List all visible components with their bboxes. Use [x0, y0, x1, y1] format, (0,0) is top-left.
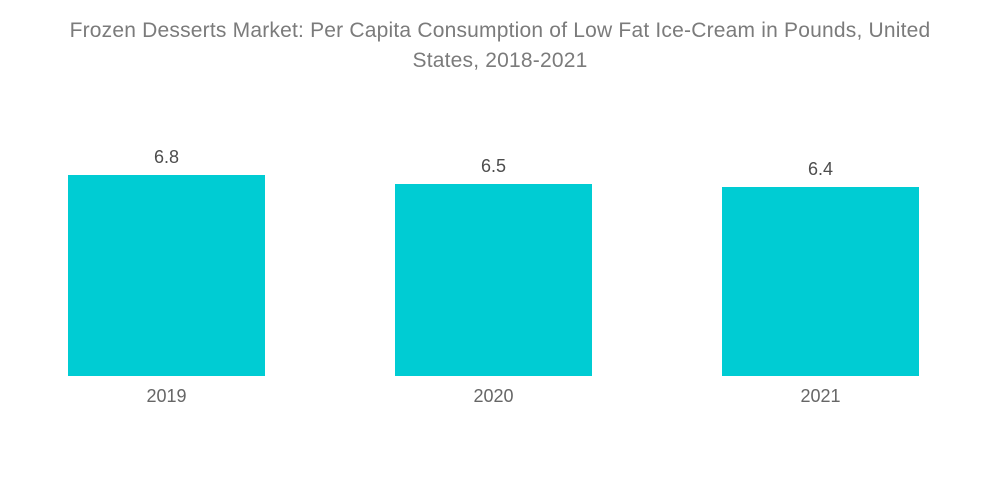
- chart-title: Frozen Desserts Market: Per Capita Consu…: [0, 16, 1000, 76]
- bar-2020: [395, 184, 592, 376]
- bar-group-2021: 6.4 2021: [722, 158, 919, 406]
- x-tick-label-2019: 2019: [146, 386, 187, 406]
- bar-chart-plot-area: 6.8 2019 6.5 2020 6.4 2021: [68, 116, 919, 406]
- bar-value-label-2019: 6.8: [153, 147, 180, 167]
- bar-group-2019: 6.8 2019: [68, 146, 265, 406]
- bar-2019: [68, 175, 265, 376]
- x-tick-label-2021: 2021: [800, 386, 841, 406]
- chart-title-line-1: Frozen Desserts Market: Per Capita Consu…: [69, 19, 931, 42]
- chart-title-line-2: States, 2018-2021: [412, 49, 588, 72]
- bar-2021: [722, 187, 919, 376]
- bar-group-2020: 6.5 2020: [395, 155, 592, 406]
- bar-value-label-2020: 6.5: [480, 156, 507, 176]
- x-tick-label-2020: 2020: [473, 386, 514, 406]
- bar-value-label-2021: 6.4: [807, 159, 834, 179]
